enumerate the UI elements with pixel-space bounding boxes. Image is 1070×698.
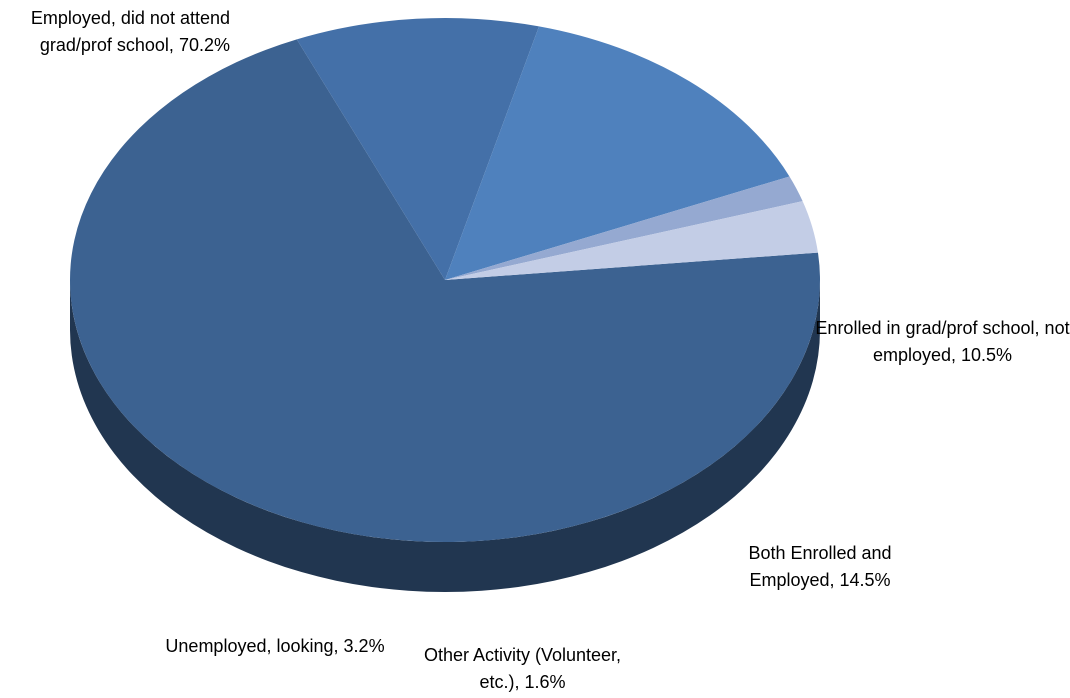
data-label: Other Activity (Volunteer, etc.), 1.6%	[405, 642, 640, 696]
slice-side	[70, 280, 820, 592]
label-value: 14.5%	[839, 570, 891, 590]
slice	[296, 18, 540, 281]
slice	[445, 201, 818, 280]
label-name: Unemployed, looking,	[165, 636, 339, 656]
label-value: 10.5%	[961, 345, 1013, 365]
data-label: Unemployed, looking, 3.2%	[150, 633, 400, 660]
data-label: Both Enrolled and Employed, 14.5%	[710, 540, 930, 594]
label-name: Other Activity (Volunteer, etc.),	[423, 645, 622, 692]
data-label: Enrolled in grad/prof school, not employ…	[815, 315, 1070, 369]
data-label: Employed, did not attend grad/prof schoo…	[0, 5, 230, 59]
slice	[70, 39, 821, 542]
label-name: Employed, did not attend grad/prof schoo…	[30, 8, 230, 55]
slice	[445, 26, 790, 281]
label-value: 1.6%	[524, 672, 566, 692]
label-value: 70.2%	[178, 35, 230, 55]
label-name: Enrolled in grad/prof school, not employ…	[815, 318, 1070, 365]
slice	[445, 176, 803, 280]
label-value: 3.2%	[343, 636, 385, 656]
label-name: Both Enrolled and Employed,	[748, 543, 892, 590]
